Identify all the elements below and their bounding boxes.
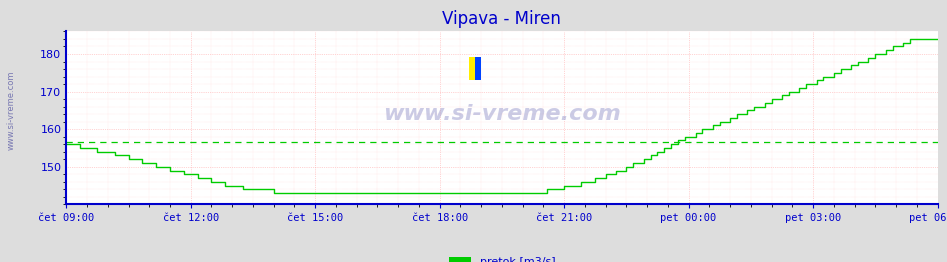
Text: www.si-vreme.com: www.si-vreme.com (383, 105, 621, 124)
Legend: pretok [m3/s]: pretok [m3/s] (444, 253, 560, 262)
Text: www.si-vreme.com: www.si-vreme.com (7, 70, 16, 150)
Polygon shape (469, 57, 475, 80)
Title: Vipava - Miren: Vipava - Miren (442, 10, 562, 29)
Polygon shape (475, 57, 481, 80)
